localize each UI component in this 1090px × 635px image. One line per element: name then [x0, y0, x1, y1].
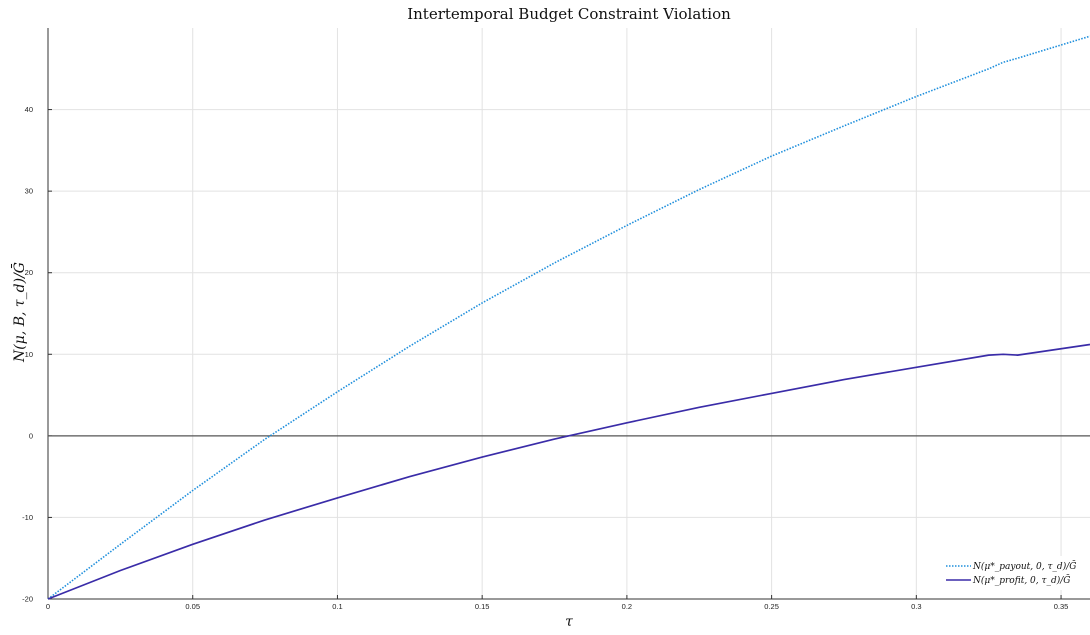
x-tick-label: 0.35 [1054, 602, 1069, 611]
tick-labels-layer: 0 0.05 0.1 0.15 0.2 0.25 0.3 0.35 -20 -10 0 10 20 30 4… [22, 105, 1068, 611]
y-tick-label: 40 [25, 105, 33, 114]
x-tick-label: 0.05 [185, 602, 200, 611]
y-tick-label: 20 [25, 268, 33, 277]
x-tick-label: 0 [46, 602, 50, 611]
y-tick-label: -10 [22, 513, 33, 522]
legend-label-payout: N(μ*_payout, 0, τ_d)/Ḡ [972, 560, 1076, 572]
series-layer [47, 35, 1090, 600]
y-axis-label: N(μ, B, τ_d)/Ḡ [10, 262, 28, 363]
legend-box [941, 556, 1064, 590]
y-tick-label: -20 [22, 595, 33, 604]
series-line-profit [47, 343, 1090, 600]
series-line-payout [47, 35, 1090, 600]
x-tick-label: 0.3 [911, 602, 921, 611]
x-tick-label: 0.2 [622, 602, 632, 611]
y-tick-label: 30 [25, 187, 33, 196]
y-tick-label: 10 [25, 350, 33, 359]
grid-layer [48, 28, 1090, 599]
legend: N(μ*_payout, 0, τ_d)/Ḡ N(μ*_profit, 0, τ… [941, 556, 1076, 590]
x-tick-label: 0.15 [475, 602, 490, 611]
y-tick-label: 0 [29, 431, 33, 440]
legend-label-profit: N(μ*_profit, 0, τ_d)/Ḡ [972, 574, 1070, 586]
chart-title: Intertemporal Budget Constraint Violatio… [407, 5, 731, 23]
x-axis-label: τ [565, 614, 573, 630]
x-tick-label: 0.1 [332, 602, 342, 611]
x-tick-label: 0.25 [764, 602, 779, 611]
